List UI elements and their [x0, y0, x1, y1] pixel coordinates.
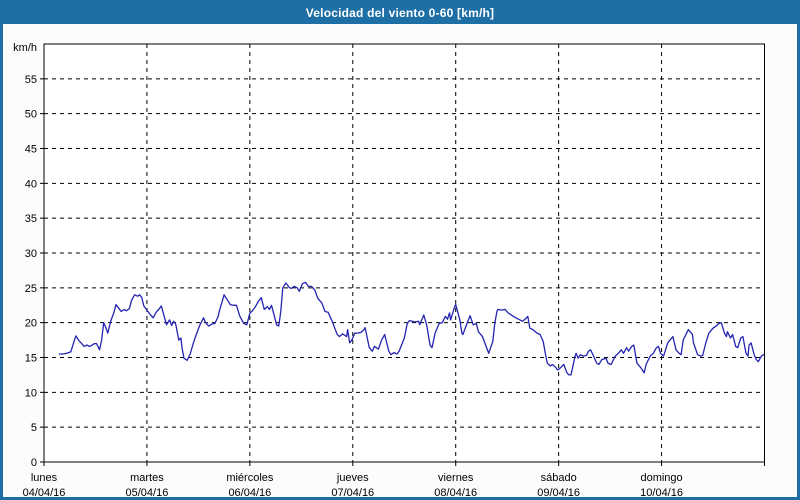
- chart-title-bar: Velocidad del viento 0-60 [km/h]: [3, 3, 797, 24]
- wind-speed-line: [58, 281, 765, 376]
- wind-speed-chart: 0 5 10 15 20 25 30 35 40 45 50 55 km/h lunes 04/04/16 m…: [13, 42, 765, 499]
- y-tick-label: 5: [31, 422, 37, 434]
- y-tick-label: 35: [25, 213, 37, 225]
- x-day-label: sábado: [541, 472, 577, 484]
- y-tick-label: 20: [25, 318, 37, 330]
- y-tick-label: 10: [25, 387, 37, 399]
- y-tick-label: 25: [25, 283, 37, 295]
- x-date-label: 08/04/16: [434, 487, 477, 499]
- y-tick-label: 15: [25, 353, 37, 365]
- x-date-label: 10/04/16: [640, 487, 683, 499]
- x-day-label: domingo: [640, 472, 682, 484]
- x-day-label: viernes: [438, 472, 474, 484]
- x-day-label: miércoles: [226, 472, 274, 484]
- x-day-label: lunes: [31, 472, 58, 484]
- x-date-label: 04/04/16: [23, 487, 66, 499]
- chart-title: Velocidad del viento 0-60 [km/h]: [305, 6, 495, 20]
- x-day-label: jueves: [336, 472, 369, 484]
- y-tick-label: 45: [25, 144, 37, 156]
- y-axis-unit-label: km/h: [13, 42, 37, 54]
- x-date-label: 09/04/16: [537, 487, 580, 499]
- y-tick-label: 40: [25, 178, 37, 190]
- x-date-label: 07/04/16: [331, 487, 374, 499]
- x-date-label: 05/04/16: [126, 487, 169, 499]
- y-tick-label: 50: [25, 109, 37, 121]
- x-date-label: 06/04/16: [228, 487, 271, 499]
- y-tick-label: 30: [25, 248, 37, 260]
- chart-area: 0 5 10 15 20 25 30 35 40 45 50 55 km/h lunes 04/04/16 m…: [3, 3, 797, 499]
- y-tick-label: 55: [25, 74, 37, 86]
- y-tick-label: 0: [31, 457, 37, 469]
- x-day-label: martes: [130, 472, 164, 484]
